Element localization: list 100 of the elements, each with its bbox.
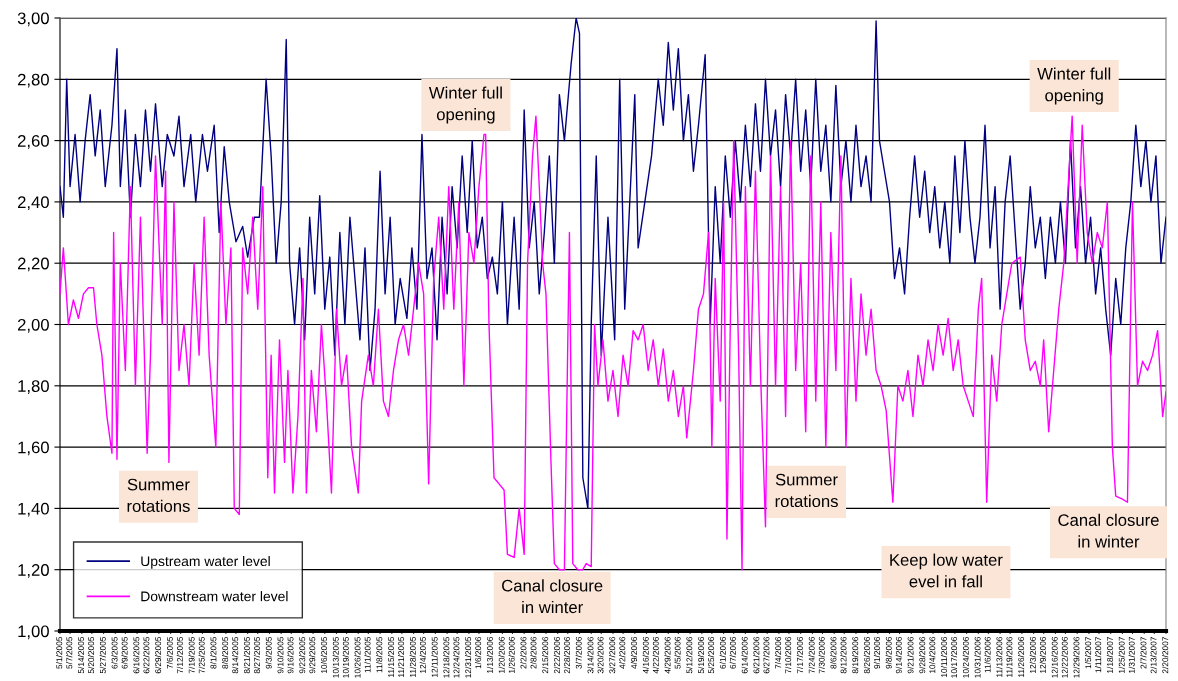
y-tick-label: 2,20 bbox=[17, 257, 49, 272]
x-tick-label: 9/14/2006 bbox=[895, 636, 902, 674]
x-tick-label: 12/11/2005 bbox=[431, 636, 438, 678]
x-tick-label: 6/9/2005 bbox=[121, 636, 128, 669]
annotation: Canal closure in winter bbox=[1058, 513, 1159, 548]
x-tick-label: 5/14/2005 bbox=[77, 636, 85, 674]
x-tick-label: 8/12/2006 bbox=[840, 636, 847, 674]
x-tick-label: 11/21/2005 bbox=[397, 636, 405, 678]
x-tick-label: 6/7/2006 bbox=[729, 636, 736, 669]
x-tick-label: 6/22/2005 bbox=[143, 636, 150, 674]
x-tick-label: 1/11/2007 bbox=[1095, 636, 1102, 673]
x-tick-label: 12/4/2005 bbox=[419, 636, 426, 673]
x-tick-label: 10/17/2006 bbox=[950, 636, 958, 678]
x-tick-label: 1/31/2007 bbox=[1128, 636, 1135, 673]
x-tick-label: 9/8/2006 bbox=[885, 636, 892, 669]
x-tick-label: 12/3/2006 bbox=[1029, 636, 1036, 673]
x-tick-label: 11/1/2005 bbox=[364, 636, 371, 673]
x-tick-label: 10/26/2005 bbox=[354, 636, 361, 678]
x-tick-label: 11/8/2005 bbox=[376, 636, 383, 673]
x-tick-label: 7/25/2005 bbox=[198, 636, 205, 674]
x-tick-label: 1/6/2006 bbox=[475, 636, 482, 669]
x-tick-label: 6/16/2005 bbox=[133, 636, 140, 674]
x-tick-label: 11/19/2006 bbox=[1006, 636, 1013, 678]
x-tick-label: 9/29/2005 bbox=[309, 636, 316, 674]
x-tick-label: 8/21/2005 bbox=[243, 636, 250, 674]
x-tick-label: 9/3/2005 bbox=[265, 636, 272, 669]
x-tick-label: 10/31/2006 bbox=[974, 636, 981, 678]
annotation: Summer rotations bbox=[775, 473, 838, 508]
x-tick-label: 5/5/2006 bbox=[674, 636, 681, 669]
x-tick-label: 12/29/2006 bbox=[1073, 636, 1080, 678]
x-tick-label: 4/22/2006 bbox=[652, 636, 659, 674]
x-tick-label: 6/27/2006 bbox=[763, 636, 770, 674]
x-tick-label: 7/17/2006 bbox=[796, 636, 803, 674]
x-tick-label: 11/26/2006 bbox=[1018, 636, 1025, 678]
x-tick-label: 9/21/2006 bbox=[907, 636, 914, 674]
x-tick-label: 11/15/2005 bbox=[387, 636, 395, 678]
x-tick-label: 5/1/2005 bbox=[56, 636, 63, 669]
x-tick-label: 10/6/2005 bbox=[320, 636, 328, 673]
y-tick-label: 1,00 bbox=[18, 625, 49, 640]
annotation: Winter full opening bbox=[1037, 67, 1111, 105]
x-tick-label: 9/28/2006 bbox=[919, 636, 926, 674]
x-tick-label: 10/24/2006 bbox=[962, 636, 969, 678]
x-tick-label: 11/28/2005 bbox=[409, 636, 416, 678]
x-tick-label: 9/23/2005 bbox=[299, 636, 306, 674]
annotation: Summer rotations bbox=[127, 478, 190, 513]
y-tick-label: 1,40 bbox=[18, 502, 49, 517]
x-tick-label: 1/5/2007 bbox=[1085, 636, 1092, 669]
x-tick-label: 6/1/2006 bbox=[719, 636, 726, 669]
annotation: Winter full opening bbox=[428, 86, 502, 124]
x-tick-label: 12/18/2005 bbox=[443, 636, 450, 678]
x-tick-label: 4/29/2006 bbox=[664, 636, 671, 674]
x-tick-label: 3/7/2006 bbox=[575, 636, 582, 669]
x-tick-label: 6/21/2006 bbox=[753, 636, 760, 674]
x-tick-label: 6/3/2005 bbox=[111, 636, 118, 669]
x-tick-label: 2/15/2006 bbox=[542, 636, 549, 674]
x-tick-label: 8/1/2005 bbox=[210, 636, 217, 669]
y-tick-label: 1,60 bbox=[18, 441, 49, 456]
legend-label: Downstream water level bbox=[141, 591, 288, 602]
x-tick-label: 7/24/2006 bbox=[808, 636, 815, 674]
x-tick-label: 2/8/2006 bbox=[530, 636, 537, 669]
x-tick-label: 12/31/2005 bbox=[465, 636, 472, 678]
legend-label: Upstream water level bbox=[141, 555, 270, 569]
x-tick-label: 11/6/2006 bbox=[984, 636, 991, 673]
x-tick-label: 1/26/2006 bbox=[508, 636, 515, 673]
y-tick-label: 1,20 bbox=[18, 564, 49, 578]
x-tick-label: 2/20/2007 bbox=[1162, 636, 1169, 674]
x-tick-label: 5/12/2006 bbox=[686, 636, 693, 674]
x-tick-label: 7/10/2006 bbox=[785, 636, 792, 674]
x-tick-label: 5/20/2005 bbox=[87, 636, 95, 674]
x-tick-label: 4/16/2006 bbox=[642, 636, 649, 674]
x-tick-label: 1/18/2007 bbox=[1106, 636, 1113, 673]
x-tick-label: 2/28/2006 bbox=[563, 636, 570, 674]
x-tick-label: 4/2/2006 bbox=[619, 636, 626, 669]
x-tick-label: 10/13/2005 bbox=[332, 636, 339, 678]
x-tick-label: 9/16/2005 bbox=[287, 636, 294, 674]
x-tick-label: 10/11/2006 bbox=[940, 636, 948, 678]
x-tick-label: 7/19/2005 bbox=[188, 636, 195, 674]
x-tick-label: 2/7/2007 bbox=[1140, 636, 1147, 669]
x-tick-label: 4/9/2006 bbox=[630, 636, 638, 669]
x-tick-label: 12/22/2006 bbox=[1061, 636, 1068, 678]
x-tick-label: 5/7/2005 bbox=[66, 636, 73, 669]
x-tick-label: 3/27/2006 bbox=[609, 636, 616, 674]
x-tick-label: 7/6/2005 bbox=[166, 636, 173, 669]
y-tick-label: 2,40 bbox=[17, 196, 49, 211]
x-tick-label: 7/12/2005 bbox=[176, 636, 183, 674]
x-tick-label: 8/26/2006 bbox=[863, 636, 870, 674]
y-tick-label: 1,80 bbox=[18, 380, 49, 394]
x-tick-label: 5/27/2005 bbox=[99, 636, 106, 674]
annotation: Keep low water evel in fall bbox=[890, 553, 1003, 588]
x-tick-label: 12/24/2005 bbox=[453, 636, 460, 678]
x-tick-label: 2/2/2006 bbox=[520, 636, 527, 669]
x-tick-label: 3/14/2006 bbox=[587, 636, 594, 674]
x-tick-label: 1/25/2007 bbox=[1118, 636, 1125, 673]
x-tick-label: 9/10/2005 bbox=[277, 636, 284, 674]
x-tick-label: 7/4/2006 bbox=[775, 636, 782, 669]
x-tick-label: 10/19/2005 bbox=[342, 636, 349, 678]
x-tick-label: 5/25/2006 bbox=[707, 636, 715, 674]
x-tick-label: 2/22/2006 bbox=[553, 636, 560, 674]
x-tick-label: 8/19/2006 bbox=[852, 636, 859, 674]
x-tick-label: 9/1/2006 bbox=[873, 636, 881, 669]
